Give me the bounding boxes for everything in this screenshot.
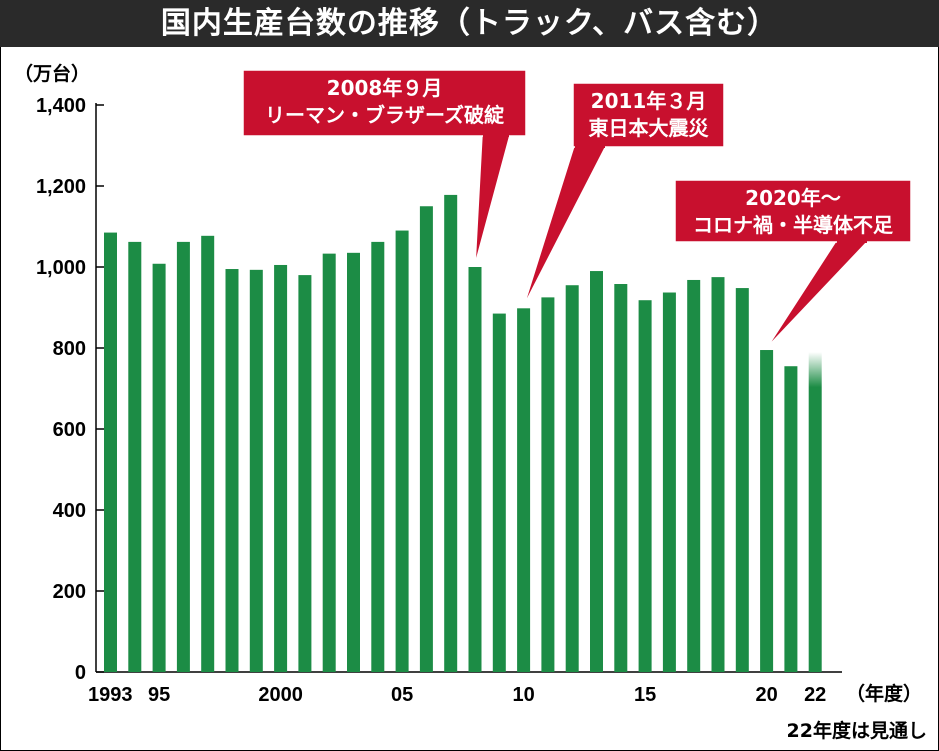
bar xyxy=(176,241,190,672)
y-tick-label: 1,000 xyxy=(36,257,86,279)
x-tick-label: 22 xyxy=(804,684,826,706)
y-tick-label: 400 xyxy=(53,500,86,522)
bar xyxy=(347,252,360,672)
annotation-text: 2020年～ xyxy=(745,186,841,210)
bar xyxy=(687,279,701,672)
x-tick-label: 1993 xyxy=(88,684,133,706)
annotation-text: 東日本大震災 xyxy=(589,116,710,140)
bar xyxy=(274,264,288,672)
bar xyxy=(638,300,652,672)
bar xyxy=(614,284,628,672)
bar xyxy=(201,235,215,672)
bar xyxy=(104,232,117,672)
annotation-seam xyxy=(575,144,605,148)
chart-title: 国内生産台数の推移（トラック、バス含む） xyxy=(0,0,939,47)
y-tick-label: 200 xyxy=(53,581,86,603)
bar-projected xyxy=(808,352,822,672)
bar xyxy=(225,269,239,672)
bar xyxy=(444,194,458,672)
bar xyxy=(517,308,531,672)
bar xyxy=(735,288,749,672)
x-tick-label: 95 xyxy=(148,684,170,706)
x-tick-label: 05 xyxy=(391,684,413,706)
bar xyxy=(541,297,555,672)
y-tick-label: 1,400 xyxy=(36,95,86,117)
bar xyxy=(760,350,774,672)
projection-note: 22年度は見通し xyxy=(787,719,927,742)
bar xyxy=(662,292,676,672)
bar xyxy=(298,275,312,672)
bar xyxy=(419,206,433,672)
y-tick-label: 800 xyxy=(53,338,86,360)
annotation-box xyxy=(572,82,725,148)
y-tick-label: 600 xyxy=(53,419,86,441)
x-tick-label: 15 xyxy=(634,684,656,706)
bar xyxy=(711,277,725,672)
bar xyxy=(152,263,166,672)
bar xyxy=(371,241,385,672)
bar xyxy=(784,366,798,672)
x-axis-unit-label: （年度） xyxy=(846,682,922,705)
bar xyxy=(322,253,336,672)
bar xyxy=(395,230,409,673)
x-tick-label: 20 xyxy=(755,684,777,706)
annotation-text: リーマン・ブラザーズ破綻 xyxy=(265,103,505,127)
annotation-text: コロナ禍・半導体不足 xyxy=(693,213,894,237)
annotation-text: 2011年３月 xyxy=(591,89,707,113)
annotation-pointer xyxy=(765,240,870,349)
y-tick-label: 0 xyxy=(75,662,86,684)
annotation-box xyxy=(242,69,527,137)
bar xyxy=(249,269,263,672)
annotation-callout: 2020年～ コロナ禍・半導体不足 xyxy=(674,179,912,349)
bar xyxy=(468,267,482,672)
annotation-seam xyxy=(837,239,867,243)
annotation-seam xyxy=(483,133,509,137)
x-tick-label: 2000 xyxy=(258,684,303,706)
y-tick-label: 1,200 xyxy=(36,176,86,198)
bar xyxy=(492,313,506,672)
x-tick-label: 10 xyxy=(512,684,534,706)
bar xyxy=(128,241,142,672)
annotation-text: 2008年９月 xyxy=(327,76,443,100)
y-axis-unit-label: （万台） xyxy=(14,62,90,85)
annotation-box xyxy=(674,179,912,243)
bar xyxy=(590,271,603,672)
bar xyxy=(565,285,579,672)
annotation-pointer xyxy=(474,134,511,266)
